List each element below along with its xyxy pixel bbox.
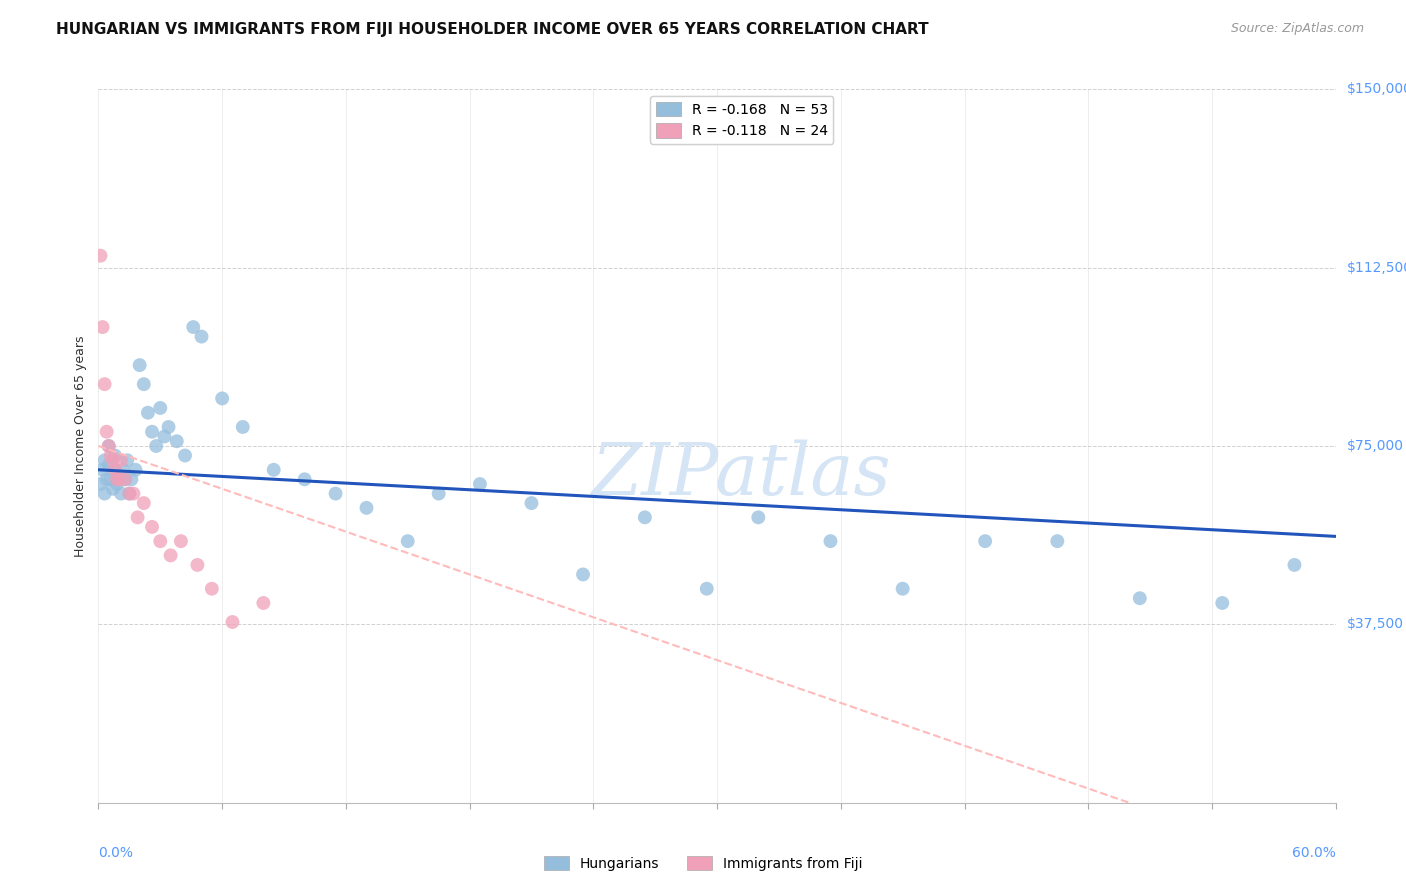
Point	[118, 486, 141, 500]
Point	[325, 486, 347, 500]
Point	[141, 425, 163, 439]
Point	[93, 453, 115, 467]
Point	[105, 472, 128, 486]
Y-axis label: Householder Income Over 65 years: Householder Income Over 65 years	[73, 335, 87, 557]
Point	[104, 463, 127, 477]
Point	[141, 520, 163, 534]
Point	[89, 249, 111, 263]
Point	[747, 510, 769, 524]
Point	[114, 472, 136, 486]
Point	[174, 449, 197, 463]
Point	[166, 434, 188, 449]
Point	[110, 453, 132, 467]
Point	[93, 486, 115, 500]
Point	[1046, 534, 1069, 549]
Point	[211, 392, 233, 406]
Legend: R = -0.168   N = 53, R = -0.118   N = 24: R = -0.168 N = 53, R = -0.118 N = 24	[650, 96, 834, 144]
Point	[100, 472, 122, 486]
Point	[181, 320, 204, 334]
Point	[91, 463, 114, 477]
Text: 60.0%: 60.0%	[1292, 846, 1336, 860]
Text: HUNGARIAN VS IMMIGRANTS FROM FIJI HOUSEHOLDER INCOME OVER 65 YEARS CORRELATION C: HUNGARIAN VS IMMIGRANTS FROM FIJI HOUSEH…	[56, 22, 929, 37]
Text: ZIPatlas: ZIPatlas	[592, 439, 891, 510]
Point	[136, 406, 159, 420]
Point	[468, 477, 491, 491]
Point	[120, 472, 142, 486]
Point	[97, 458, 120, 472]
Point	[112, 463, 135, 477]
Text: $75,000: $75,000	[1347, 439, 1403, 453]
Point	[157, 420, 180, 434]
Point	[114, 472, 136, 486]
Point	[170, 534, 193, 549]
Point	[520, 496, 543, 510]
Point	[294, 472, 316, 486]
Text: $150,000: $150,000	[1347, 82, 1406, 96]
Point	[221, 615, 243, 629]
Point	[263, 463, 285, 477]
Point	[696, 582, 718, 596]
Point	[186, 558, 208, 572]
Point	[128, 358, 150, 372]
Point	[97, 439, 120, 453]
Point	[427, 486, 450, 500]
Point	[101, 482, 124, 496]
Point	[100, 449, 122, 463]
Text: 0.0%: 0.0%	[98, 846, 134, 860]
Point	[145, 439, 167, 453]
Point	[820, 534, 842, 549]
Point	[356, 500, 378, 515]
Point	[118, 486, 141, 500]
Point	[634, 510, 657, 524]
Point	[91, 320, 114, 334]
Point	[108, 472, 131, 486]
Point	[572, 567, 595, 582]
Point	[201, 582, 224, 596]
Point	[252, 596, 274, 610]
Point	[974, 534, 997, 549]
Point	[190, 329, 212, 343]
Text: $112,500: $112,500	[1347, 260, 1406, 275]
Point	[127, 510, 149, 524]
Point	[122, 486, 145, 500]
Point	[232, 420, 254, 434]
Text: $37,500: $37,500	[1347, 617, 1403, 632]
Point	[110, 486, 132, 500]
Point	[97, 439, 120, 453]
Point	[1284, 558, 1306, 572]
Point	[124, 463, 146, 477]
Point	[117, 453, 139, 467]
Point	[132, 496, 155, 510]
Point	[104, 449, 127, 463]
Point	[149, 401, 172, 415]
Point	[891, 582, 914, 596]
Point	[104, 463, 127, 477]
Point	[153, 429, 176, 443]
Legend: Hungarians, Immigrants from Fiji: Hungarians, Immigrants from Fiji	[538, 850, 868, 876]
Point	[159, 549, 181, 563]
Point	[396, 534, 419, 549]
Point	[96, 425, 118, 439]
Text: Source: ZipAtlas.com: Source: ZipAtlas.com	[1230, 22, 1364, 36]
Point	[101, 453, 124, 467]
Point	[1211, 596, 1233, 610]
Point	[105, 477, 128, 491]
Point	[96, 472, 118, 486]
Point	[93, 377, 115, 392]
Point	[149, 534, 172, 549]
Point	[1129, 591, 1152, 606]
Point	[132, 377, 155, 392]
Point	[108, 472, 131, 486]
Point	[89, 477, 111, 491]
